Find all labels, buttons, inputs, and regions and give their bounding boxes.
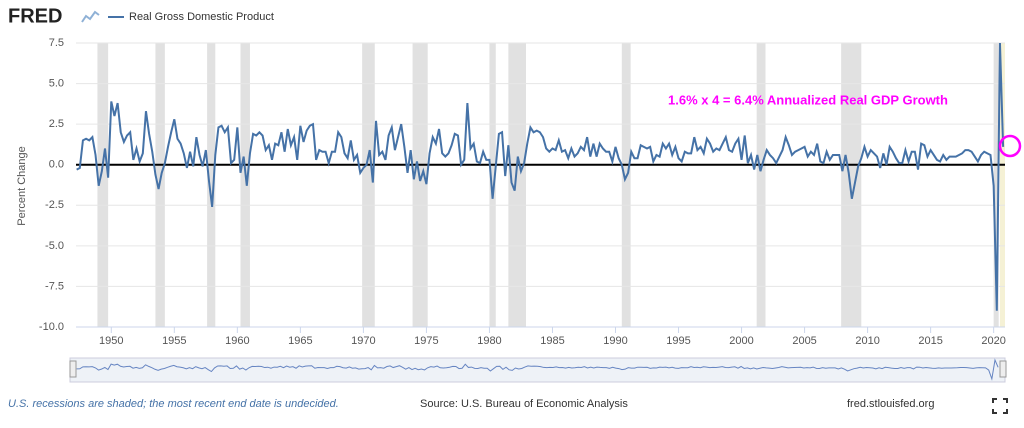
recession-band: [412, 43, 428, 327]
recession-band: [841, 43, 862, 327]
navigator: [69, 357, 1006, 383]
y-tick-label: -10.0: [39, 321, 64, 333]
recession-band: [489, 43, 496, 327]
series-line: [76, 42, 1005, 311]
x-tick-label: 1995: [666, 335, 690, 347]
footer-note: U.S. recessions are shaded; the most rec…: [8, 398, 339, 410]
x-tick-label: 1970: [351, 335, 375, 347]
x-tick-label: 1975: [414, 335, 438, 347]
x-tick-label: 2020: [981, 335, 1005, 347]
y-tick-label: -5.0: [45, 240, 64, 252]
x-tick-label: 1960: [225, 335, 249, 347]
x-tick-label: 1985: [540, 335, 564, 347]
x-tick-label: 2010: [855, 335, 879, 347]
annotation: 1.6% x 4 = 6.4% Annualized Real GDP Grow…: [668, 92, 948, 107]
recession-band: [97, 43, 109, 327]
navigator-handle[interactable]: [69, 360, 77, 378]
x-tick-label: 2000: [729, 335, 753, 347]
y-tick-label: 5.0: [49, 77, 64, 89]
x-tick-label: 1980: [477, 335, 501, 347]
x-tick-label: 1950: [99, 335, 123, 347]
y-tick-label: 0.0: [49, 159, 64, 171]
fullscreen-button[interactable]: [992, 398, 1008, 414]
logo: FRED: [8, 5, 62, 27]
recession-band: [207, 43, 216, 327]
navigator-series: [76, 358, 999, 381]
recession-band: [621, 43, 631, 327]
navigator-handle[interactable]: [999, 360, 1007, 378]
recession-band: [993, 43, 999, 327]
plot-area: 7.5 5.0 2.5 0.0 -2.5 -5.0 -7.5 -10.0 1950 1955 196…: [39, 37, 1006, 347]
x-tick-label: 2005: [792, 335, 816, 347]
recession-band: [240, 43, 250, 327]
x-tick-label: 1990: [603, 335, 627, 347]
y-axis-label: Percent Change: [16, 146, 28, 226]
x-tick-label: 1965: [288, 335, 312, 347]
footer-source: Source: U.S. Bureau of Economic Analysis: [420, 398, 628, 410]
legend-label: Real Gross Domestic Product: [129, 11, 274, 23]
recession-band: [756, 43, 766, 327]
recession-band: [362, 43, 375, 327]
y-tick-label: 7.5: [49, 37, 64, 49]
footer-url: fred.stlouisfed.org: [847, 398, 934, 410]
y-tick-label: 2.5: [49, 118, 64, 130]
logo-icon: [81, 10, 100, 23]
recession-band: [508, 43, 527, 327]
x-tick-label: 1955: [162, 335, 186, 347]
highlight-band: [999, 43, 1005, 327]
x-tick-label: 2015: [918, 335, 942, 347]
y-tick-label: -2.5: [45, 199, 64, 211]
y-tick-label: -7.5: [45, 280, 64, 292]
navigator-line: [76, 358, 999, 381]
annotation-circle: [998, 134, 1022, 158]
